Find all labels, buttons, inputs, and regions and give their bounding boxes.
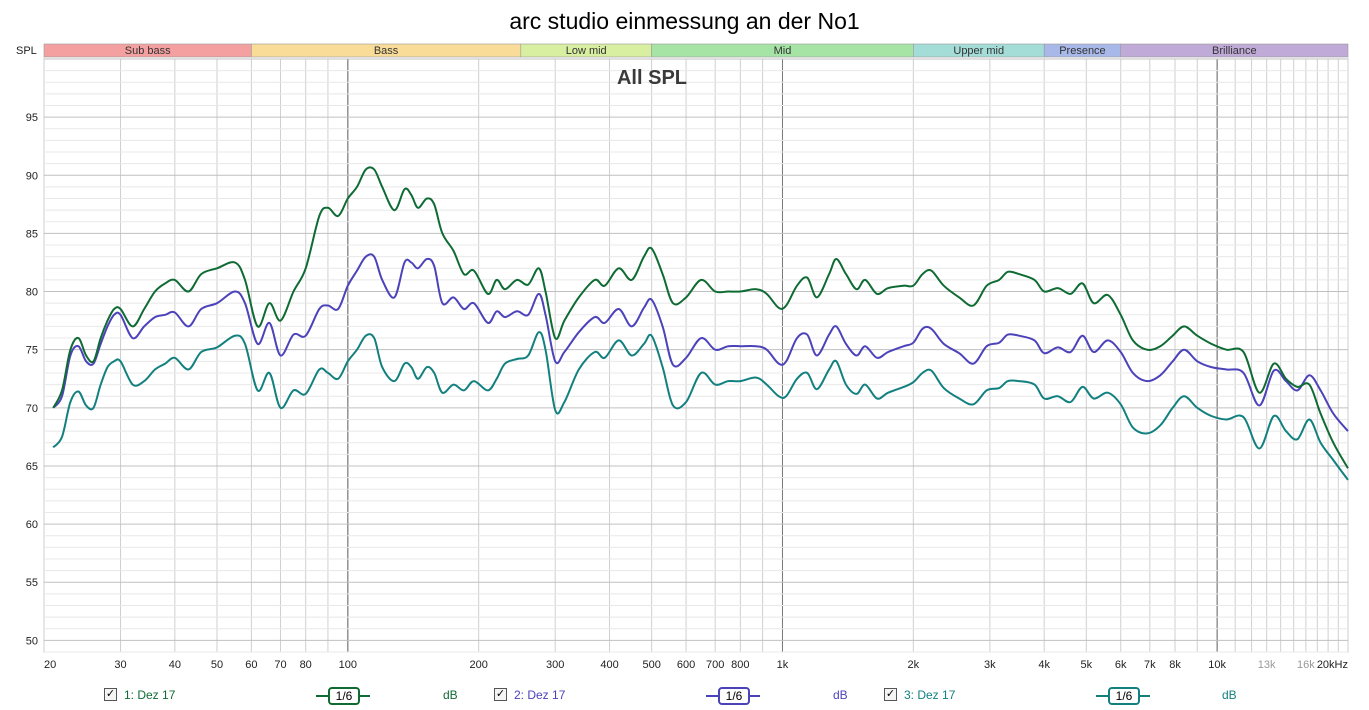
x-tick-label: 200	[469, 659, 487, 671]
series-3-label: 3: Dez 17	[904, 688, 956, 702]
y-axis-label: SPL	[16, 45, 37, 57]
x-tick-label: 16k	[1297, 659, 1315, 671]
page-title: arc studio einmessung an der No1	[509, 8, 860, 34]
x-tick-label: 7k	[1144, 659, 1156, 671]
y-tick-label: 95	[26, 112, 38, 124]
x-tick-label: 5k	[1080, 659, 1092, 671]
y-tick-label: 50	[26, 635, 38, 647]
y-tick-label: 90	[26, 170, 38, 182]
series-1-label: 1: Dez 17	[124, 688, 176, 702]
x-tick-label: 700	[706, 659, 724, 671]
x-tick-label: 3k	[984, 659, 996, 671]
x-tick-label: 60	[245, 659, 257, 671]
x-tick-label: 2k	[908, 659, 920, 671]
x-tick-label: 80	[300, 659, 312, 671]
band-label: Presence	[1059, 45, 1105, 57]
series-line-3	[52, 331, 1349, 481]
x-tick-label: 20	[44, 659, 56, 671]
band-label: Low mid	[566, 45, 607, 57]
series-3-smoothing-label: 1/6	[1108, 687, 1140, 705]
x-tick-label: 8k	[1169, 659, 1181, 671]
series-line-1	[52, 166, 1349, 469]
x-tick-label: 300	[546, 659, 564, 671]
series-1-unit-label: dB	[443, 688, 458, 702]
x-tick-label: 100	[339, 659, 357, 671]
y-tick-label: 60	[26, 519, 38, 531]
series-2-checkbox[interactable]: ✓	[494, 688, 507, 701]
x-tick-label: 50	[211, 659, 223, 671]
series-1-checkbox[interactable]: ✓	[104, 688, 117, 701]
x-tick-label: 30	[114, 659, 126, 671]
band-label: Bass	[374, 45, 399, 57]
series-line-2	[52, 253, 1349, 432]
series-3-checkbox[interactable]: ✓	[884, 688, 897, 701]
band-label: Sub bass	[125, 45, 171, 57]
x-tick-label: 600	[677, 659, 695, 671]
series-2-label: 2: Dez 17	[514, 688, 566, 702]
y-tick-label: 65	[26, 461, 38, 473]
band-label: Mid	[774, 45, 792, 57]
series-3-unit-label: dB	[1222, 688, 1237, 702]
plot-area	[43, 58, 1349, 653]
x-tick-label: 10k	[1208, 659, 1226, 671]
band-brilliance	[1120, 43, 1349, 58]
series-1-smoothing-label: 1/6	[328, 687, 360, 705]
chart-title: All SPL	[617, 67, 687, 89]
x-gridlines	[43, 59, 1349, 652]
x-tick-label: 500	[642, 659, 660, 671]
y-tick-label: 55	[26, 577, 38, 589]
y-tick-label: 70	[26, 403, 38, 415]
series-2-smoothing-label: 1/6	[718, 687, 750, 705]
x-tick-label: 4k	[1038, 659, 1050, 671]
y-tick-label: 80	[26, 287, 38, 299]
x-tick-label: 6k	[1115, 659, 1127, 671]
series-2-unit-label: dB	[833, 688, 848, 702]
x-tick-label: 1k	[777, 659, 789, 671]
band-label: Brilliance	[1212, 45, 1257, 57]
x-tick-label: 13k	[1258, 659, 1276, 671]
band-label: Upper mid	[953, 45, 1004, 57]
x-tick-label: 400	[600, 659, 618, 671]
x-tick-label: 70	[274, 659, 286, 671]
x-tick-label: 40	[169, 659, 181, 671]
x-tick-label: 20kHz	[1317, 659, 1348, 671]
y-tick-label: 75	[26, 345, 38, 357]
y-tick-label: 85	[26, 228, 38, 240]
x-tick-label: 800	[731, 659, 749, 671]
